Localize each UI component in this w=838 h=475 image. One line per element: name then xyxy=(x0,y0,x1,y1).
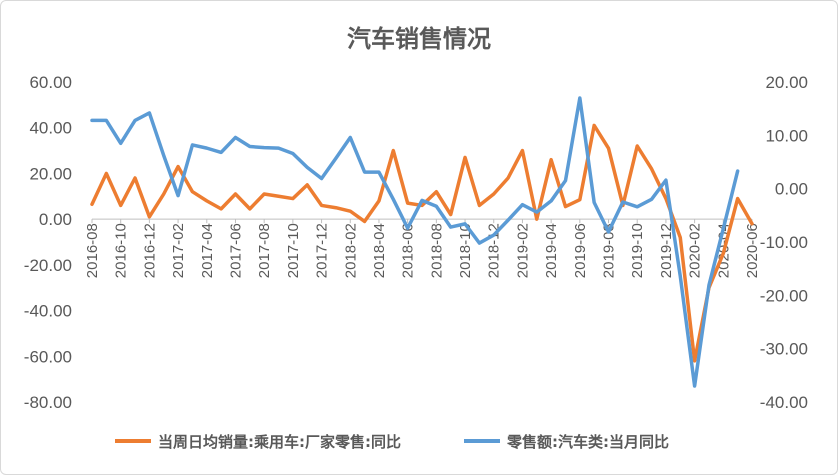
left-tick-label: -20.00 xyxy=(24,256,72,275)
right-tick-label: 20.00 xyxy=(765,73,808,92)
x-tick-label: 2018-10 xyxy=(457,223,474,278)
x-tick-label: 2019-08 xyxy=(601,223,618,278)
x-tick-label: 2017-06 xyxy=(227,223,244,278)
left-tick-label: 40.00 xyxy=(29,119,72,138)
x-tick-label: 2017-08 xyxy=(256,223,273,278)
x-axis: 2016-08 2016-10 2016-12 2017-02 2017-04 2017-… xyxy=(84,219,761,278)
right-tick-label: -30.00 xyxy=(760,340,808,359)
left-tick-label: -80.00 xyxy=(24,393,72,412)
x-tick-label: 2019-10 xyxy=(629,223,646,278)
x-tick-label: 2016-12 xyxy=(141,223,158,278)
right-tick-label: 10.00 xyxy=(765,126,808,145)
left-tick-label: -40.00 xyxy=(24,302,72,321)
series-line-2 xyxy=(90,96,740,388)
right-axis: 20.00 10.00 0.00 -10.00 -20.00 -30.00 -40.00 xyxy=(760,73,808,412)
right-tick-label: -10.00 xyxy=(760,233,808,252)
x-tick-label: 2019-02 xyxy=(514,223,531,278)
right-tick-label: -40.00 xyxy=(760,393,808,412)
x-tick-label: 2020-06 xyxy=(744,223,761,278)
right-tick-label: 0.00 xyxy=(775,180,808,199)
x-tick-label: 2017-02 xyxy=(170,223,187,278)
right-tick-label: -20.00 xyxy=(760,286,808,305)
x-tick-label: 2017-12 xyxy=(314,223,331,278)
left-axis: 60.00 40.00 20.00 0.00 -20.00 -40.00 -60.00 -80… xyxy=(24,73,72,412)
left-tick-label: 20.00 xyxy=(29,164,72,183)
x-tick-label: 2018-02 xyxy=(342,223,359,278)
left-tick-label: -60.00 xyxy=(24,347,72,366)
x-tick-label: 2017-10 xyxy=(285,223,302,278)
x-tick-label: 2018-06 xyxy=(400,223,417,278)
x-tick-label: 2020-02 xyxy=(687,223,704,278)
x-tick-label: 2016-08 xyxy=(84,223,101,278)
x-tick-label: 2018-12 xyxy=(486,223,503,278)
legend-label-2: 零售额:汽车类:当月同比 xyxy=(506,433,669,451)
x-tick-label: 2017-04 xyxy=(199,223,216,278)
legend: 当周日均销量:乘用车:厂家零售:同比 零售额:汽车类:当月同比 xyxy=(115,433,669,451)
series-line-1 xyxy=(90,123,754,363)
x-tick-label: 2019-04 xyxy=(543,223,560,278)
left-tick-label: 60.00 xyxy=(29,73,72,92)
x-tick-label: 2019-06 xyxy=(572,223,589,278)
legend-label-1: 当周日均销量:乘用车:厂家零售:同比 xyxy=(158,433,401,451)
series-group xyxy=(90,96,754,388)
x-tick-label: 2019-12 xyxy=(658,223,675,278)
x-tick-label: 2018-08 xyxy=(428,223,445,278)
x-tick-label: 2016-10 xyxy=(113,223,130,278)
left-tick-label: 0.00 xyxy=(39,210,72,229)
chart-title: 汽车销售情况 xyxy=(347,25,491,53)
x-tick-label: 2018-04 xyxy=(371,223,388,278)
